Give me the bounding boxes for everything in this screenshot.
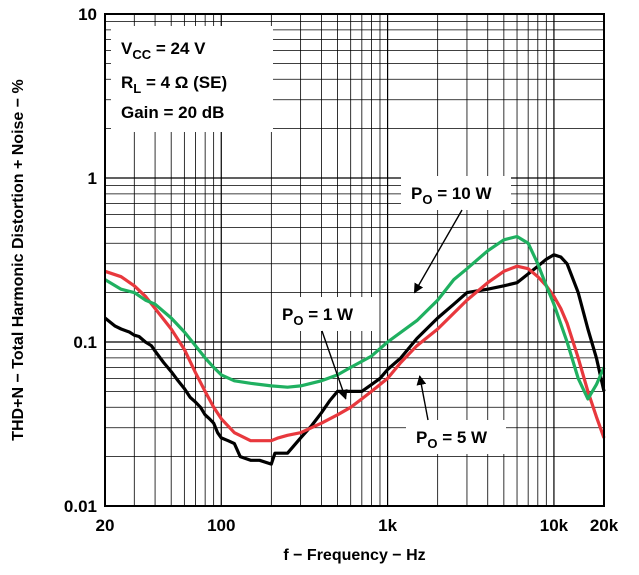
y-tick-label: 10 xyxy=(78,5,97,24)
gain-condition: Gain = 20 dB xyxy=(121,103,224,122)
y-axis-label: THD+N − Total Harmonic Distortion + Nois… xyxy=(10,79,27,441)
chart-curves xyxy=(105,237,604,465)
test-conditions-box: VCC = 24 VRL = 4 Ω (SE)Gain = 20 dB xyxy=(111,26,273,132)
series-line xyxy=(105,255,604,464)
annotation-arrow xyxy=(322,331,346,399)
x-tick-label: 20k xyxy=(590,516,619,535)
x-axis-label: f − Frequency − Hz xyxy=(283,547,425,564)
annotation-arrow xyxy=(420,376,428,420)
series-annotations: PO = 10 WPO = 1 WPO = 5 W xyxy=(272,176,511,454)
y-tick-label: 1 xyxy=(88,169,97,188)
x-tick-label: 10k xyxy=(540,516,569,535)
y-tick-label: 0.01 xyxy=(64,497,97,516)
x-tick-label: 1k xyxy=(378,516,397,535)
x-tick-label: 100 xyxy=(207,516,235,535)
x-tick-label: 20 xyxy=(96,516,115,535)
y-tick-label: 0.1 xyxy=(73,333,97,352)
